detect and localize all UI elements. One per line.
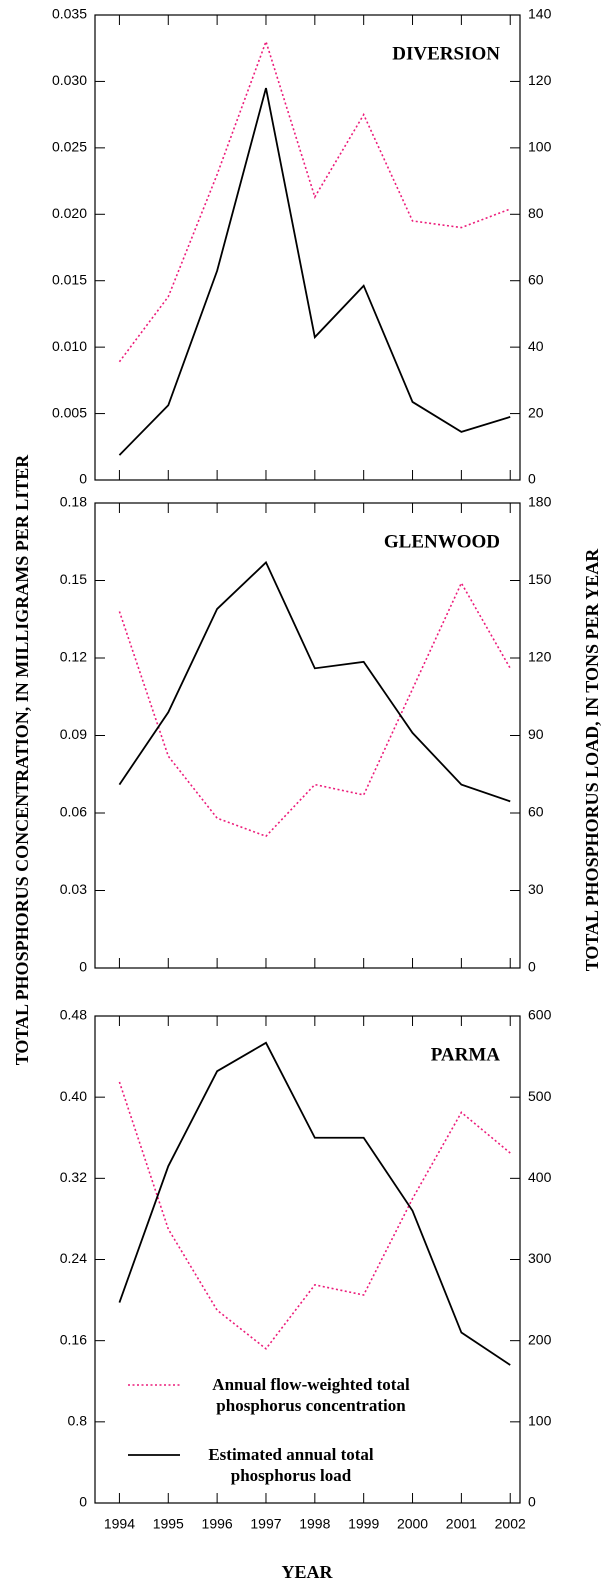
panel-title: GLENWOOD [384,531,500,552]
panel-title: DIVERSION [392,43,500,64]
y2-tick-label: 400 [528,1169,552,1185]
y-tick-label: 0.15 [60,571,87,587]
data-line [118,1081,511,1350]
x-tick-label: 2001 [446,1516,477,1532]
y-tick-label: 0.12 [60,649,87,665]
y-tick-label: 0 [79,471,87,487]
y-tick-label: 0.025 [52,139,87,155]
x-tick-label: 1995 [153,1516,184,1532]
x-tick-label: 1998 [299,1516,330,1532]
y-tick-label: 0.03 [60,881,87,897]
plot-frame [94,1015,521,1504]
y-tick-label: 0.035 [52,6,87,22]
y-tick-label: 0.020 [52,205,87,221]
y-tick-label: 0.48 [60,1007,87,1023]
x-tick-label: 1999 [348,1516,379,1532]
y2-tick-label: 0 [528,1494,536,1510]
legend-label: Estimated annual total phosphorus load [208,1445,374,1485]
x-tick-label: 2002 [495,1516,526,1532]
data-line [118,39,511,363]
y2-tick-label: 100 [528,139,552,155]
y2-tick-label: 100 [528,1413,552,1429]
x-tick-label: 1994 [104,1516,135,1532]
y2-tick-label: 60 [528,804,544,820]
y-tick-label: 0.40 [60,1088,87,1104]
y2-tick-label: 120 [528,72,552,88]
panel-title: PARMA [431,1044,501,1065]
y2-tick-label: 90 [528,726,544,742]
plot-frame [94,502,521,969]
y-axis-label: TOTAL PHOSPHORUS CONCENTRATION, IN MILLI… [12,454,32,1066]
x-tick-label: 2000 [397,1516,428,1532]
y-tick-label: 0.09 [60,726,87,742]
legend-label: Annual flow-weighted total phosphorus co… [212,1375,410,1415]
data-line [118,560,511,803]
y-tick-label: 0.010 [52,338,87,354]
y2-tick-label: 30 [528,881,544,897]
y2-tick-label: 120 [528,649,552,665]
x-tick-label: 1996 [202,1516,233,1532]
y2-tick-label: 200 [528,1331,552,1347]
plot-frame [94,14,521,481]
y-tick-label: 0.030 [52,72,87,88]
y2-tick-label: 40 [528,338,544,354]
y-tick-label: 0 [79,1494,87,1510]
y2-tick-label: 60 [528,271,544,287]
y2-tick-label: 140 [528,6,552,22]
y-tick-label: 0.8 [68,1413,88,1429]
y-tick-label: 0.18 [60,494,87,510]
x-axis-label: YEAR [281,1562,333,1582]
data-line [118,581,511,838]
y-tick-label: 0.32 [60,1169,87,1185]
y-tick-label: 0.06 [60,804,87,820]
y-tick-label: 0.16 [60,1331,87,1347]
y2-tick-label: 0 [528,959,536,975]
y-tick-label: 0.24 [60,1250,87,1266]
y2-tick-label: 300 [528,1250,552,1266]
y-tick-label: 0.005 [52,404,87,420]
y2-tick-label: 80 [528,205,544,221]
y2-axis-label: TOTAL PHOSPHORUS LOAD, IN TONS PER YEAR [582,548,602,972]
y2-tick-label: 500 [528,1088,552,1104]
y2-tick-label: 600 [528,1007,552,1023]
y-tick-label: 0.015 [52,271,87,287]
y2-tick-label: 0 [528,471,536,487]
y-tick-label: 0 [79,959,87,975]
y2-tick-label: 150 [528,571,552,587]
y2-tick-label: 20 [528,404,544,420]
x-tick-label: 1997 [250,1516,281,1532]
data-line [118,87,511,456]
data-line [118,1041,511,1366]
y2-tick-label: 180 [528,494,552,510]
